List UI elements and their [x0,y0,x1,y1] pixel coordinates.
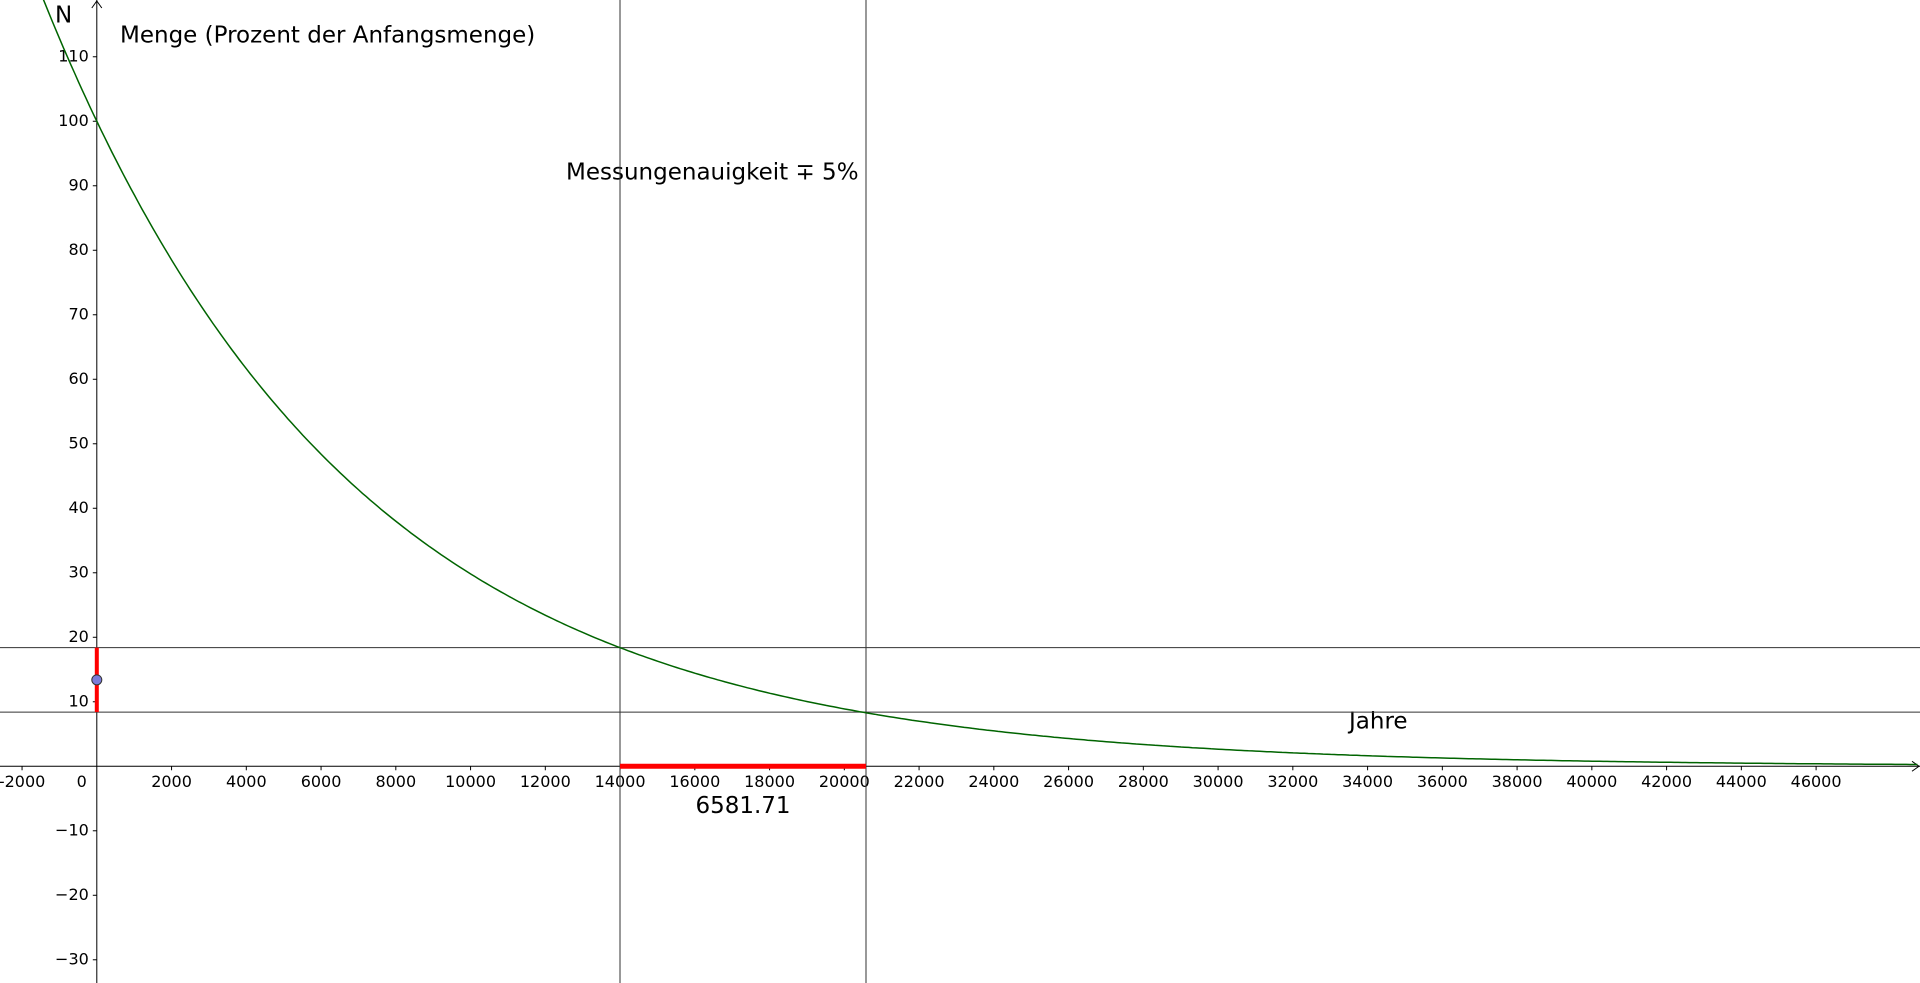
x-tick-label: 34000 [1342,772,1393,791]
x-tick-label: 36000 [1417,772,1468,791]
x-tick-label: 46000 [1791,772,1842,791]
y-tick-label: 70 [68,304,88,323]
annotation: Messungenauigkeit ∓ 5% [566,160,859,186]
y-tick-label: 100 [58,111,89,130]
y-tick-label: −10 [55,820,89,839]
y-tick-label: −20 [55,885,89,904]
x-axis-label: Jahre [1347,709,1408,735]
x-tick-label: 4000 [226,772,267,791]
x-tick-label: 42000 [1641,772,1692,791]
point [91,674,103,686]
y-tick-label: 20 [68,627,88,646]
x-tick-label: 26000 [1043,772,1094,791]
y-tick-label: 40 [68,498,88,517]
x-tick-label: 8000 [375,772,416,791]
axis-arrow [91,0,103,9]
x-tick-label: 44000 [1716,772,1767,791]
y-tick-label: 30 [68,562,88,581]
x-tick-label: 6000 [301,772,342,791]
y-tick-label: 80 [68,240,88,259]
x-tick-label: 12000 [520,772,571,791]
x-tick-label: 24000 [968,772,1019,791]
y-tick-label: −30 [55,949,89,968]
x-tick-label: 10000 [445,772,496,791]
y-tick-label: 50 [68,433,88,452]
y-tick-label: 10 [68,691,88,710]
origin-label: 0 [77,772,87,791]
function-curve [42,0,1918,766]
x-tick-label: 32000 [1267,772,1318,791]
x-tick-label: 18000 [744,772,795,791]
x-tick-label: 2000 [151,772,192,791]
x-tick-label: 20000 [819,772,870,791]
y-tick-label: 110 [58,46,89,65]
x-tick-label: 30000 [1193,772,1244,791]
y-axis-label: Menge (Prozent der Anfangsmenge) [120,23,535,49]
x-tick-label: 22000 [894,772,945,791]
function-label: N [55,3,72,29]
y-tick-label: 90 [68,175,88,194]
x-tick-label: 40000 [1566,772,1617,791]
y-tick-label: 60 [68,369,88,388]
x-tick-label: 28000 [1118,772,1169,791]
x-tick-label: 16000 [669,772,720,791]
axis-arrow [1911,760,1920,772]
segment-label: 6581.71 [695,793,790,819]
x-tick-label: 38000 [1492,772,1543,791]
x-tick-label: -2000 [0,772,45,791]
